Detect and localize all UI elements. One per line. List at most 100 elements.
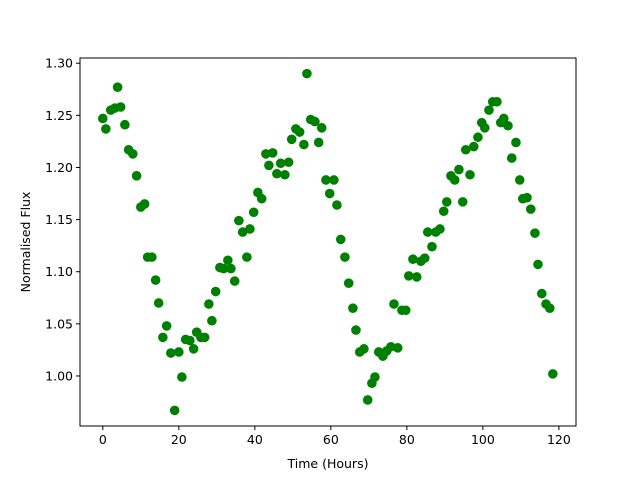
- point: [400, 305, 411, 316]
- point: [147, 252, 157, 262]
- point: [313, 137, 324, 148]
- point: [533, 259, 543, 270]
- y-tick-label: 1.20: [45, 160, 73, 175]
- point: [335, 234, 346, 245]
- x-tick-label: 60: [323, 432, 339, 447]
- point: [503, 120, 513, 131]
- y-tick-label: 1.10: [45, 264, 73, 279]
- point: [441, 197, 452, 207]
- x-tick-label: 100: [471, 432, 495, 447]
- point: [435, 224, 445, 234]
- x-tick-label: 120: [547, 432, 571, 447]
- point: [392, 343, 403, 353]
- point: [283, 157, 294, 168]
- point: [150, 275, 161, 285]
- plot-frame: [79, 57, 577, 427]
- point: [226, 263, 236, 274]
- point: [498, 113, 509, 124]
- point: [275, 158, 286, 169]
- point: [185, 335, 195, 346]
- point: [112, 82, 123, 92]
- point: [419, 253, 430, 263]
- point: [248, 207, 259, 218]
- point: [460, 144, 471, 155]
- point: [362, 395, 373, 405]
- point: [511, 137, 521, 148]
- point: [479, 123, 490, 133]
- point: [492, 96, 502, 107]
- point: [310, 116, 320, 127]
- point: [329, 175, 339, 185]
- point: [348, 303, 358, 313]
- point: [438, 206, 449, 217]
- point: [272, 168, 282, 179]
- point: [457, 197, 468, 207]
- point: [403, 271, 414, 281]
- point: [454, 164, 464, 175]
- point: [422, 227, 433, 237]
- point: [169, 405, 180, 416]
- point: [408, 254, 418, 265]
- point: [139, 199, 150, 209]
- point: [98, 113, 108, 124]
- point: [427, 241, 437, 252]
- y-tick-label: 1.25: [45, 108, 73, 123]
- y-tick-label: 1.30: [45, 56, 73, 71]
- point: [536, 288, 547, 299]
- point: [389, 299, 399, 309]
- point: [351, 325, 361, 335]
- point: [468, 141, 479, 152]
- point: [548, 369, 558, 379]
- point: [237, 227, 248, 237]
- point: [316, 123, 327, 133]
- point: [218, 263, 229, 274]
- point: [245, 224, 255, 234]
- point: [234, 215, 244, 226]
- point: [343, 278, 354, 288]
- x-axis-label: Time (Hours): [287, 456, 369, 471]
- y-axis-label: Normalised Flux: [18, 192, 33, 293]
- point: [204, 299, 214, 309]
- point: [465, 169, 475, 180]
- point: [166, 348, 176, 358]
- point: [128, 149, 138, 159]
- point: [177, 372, 187, 382]
- point: [473, 132, 483, 143]
- point: [207, 315, 217, 326]
- x-tick-label: 80: [399, 432, 415, 447]
- point: [514, 175, 525, 185]
- point: [101, 124, 111, 134]
- point: [229, 276, 240, 286]
- x-tick-label: 0: [99, 432, 107, 447]
- point: [302, 68, 312, 79]
- point: [115, 102, 126, 112]
- y-tick-label: 1.00: [45, 368, 73, 383]
- point: [484, 105, 494, 115]
- point: [264, 160, 274, 171]
- point: [340, 252, 350, 262]
- point: [280, 169, 290, 180]
- point: [299, 139, 309, 150]
- point: [210, 286, 221, 297]
- y-tick-label: 1.05: [45, 316, 73, 331]
- point: [332, 200, 342, 210]
- point: [174, 347, 184, 357]
- point: [242, 252, 252, 262]
- point: [161, 321, 172, 331]
- point: [411, 272, 422, 282]
- point: [131, 171, 142, 181]
- point: [324, 188, 335, 199]
- point: [506, 153, 517, 163]
- point: [223, 255, 233, 266]
- point: [188, 344, 199, 354]
- point: [158, 332, 168, 343]
- point: [525, 204, 536, 214]
- point: [359, 344, 369, 354]
- point: [544, 303, 555, 313]
- point: [449, 175, 460, 185]
- point: [256, 193, 267, 204]
- x-tick-label: 20: [171, 432, 187, 447]
- point: [267, 148, 278, 158]
